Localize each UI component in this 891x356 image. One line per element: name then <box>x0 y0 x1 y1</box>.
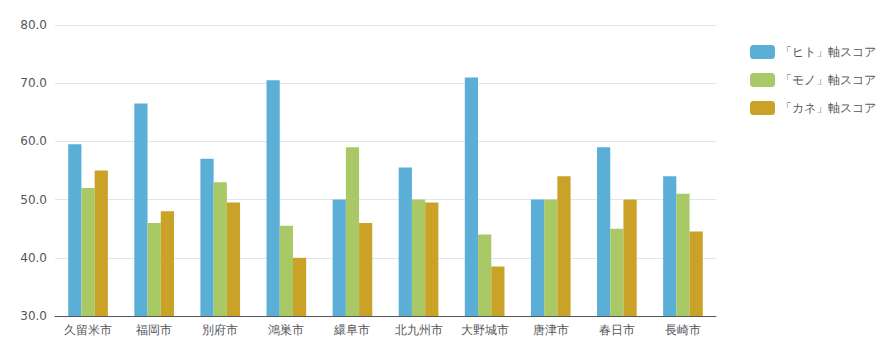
svg-text:60.0: 60.0 <box>20 134 47 148</box>
svg-text:北九州市: 北九州市 <box>395 323 443 337</box>
svg-text:40.0: 40.0 <box>20 251 47 265</box>
svg-text:長崎市: 長崎市 <box>665 323 701 337</box>
svg-text:鴻巣市: 鴻巣市 <box>268 323 304 337</box>
svg-text:久留米市: 久留米市 <box>64 323 112 337</box>
svg-text:繯阜市: 繯阜市 <box>333 323 370 337</box>
svg-text:春日市: 春日市 <box>599 323 635 337</box>
svg-text:大野城市: 大野城市 <box>461 323 509 337</box>
svg-text:70.0: 70.0 <box>20 76 47 90</box>
svg-text:80.0: 80.0 <box>20 18 47 32</box>
svg-text:「モノ」軸スコア: 「モノ」軸スコア <box>780 73 876 87</box>
svg-text:「ヒト」軸スコア: 「ヒト」軸スコア <box>780 45 876 59</box>
svg-text:「カネ」軸スコア: 「カネ」軸スコア <box>780 101 876 115</box>
svg-text:50.0: 50.0 <box>20 193 47 207</box>
svg-text:唐津市: 唐津市 <box>533 323 569 337</box>
svg-text:別府市: 別府市 <box>202 323 238 337</box>
svg-text:30.0: 30.0 <box>20 309 47 323</box>
svg-text:福岡市: 福岡市 <box>136 323 172 337</box>
